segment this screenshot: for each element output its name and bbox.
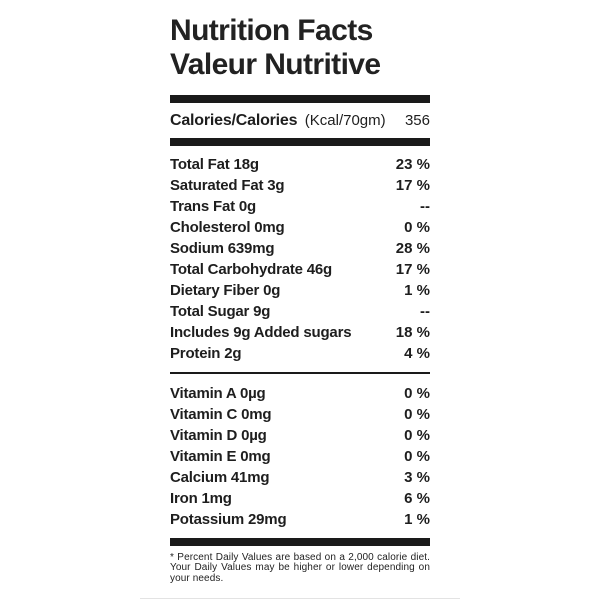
micronutrient-daily-value: 0 % [404, 385, 430, 402]
nutrient-name: Sodium 639mg [170, 240, 275, 257]
divider-thin-middle [170, 372, 430, 374]
nutrient-row: Includes 9g Added sugars 18 % [170, 322, 430, 343]
micronutrient-name: Vitamin D 0µg [170, 427, 267, 444]
nutrient-name: Trans Fat 0g [170, 198, 256, 215]
micronutrient-daily-value: 3 % [404, 469, 430, 486]
calories-value: 356 [404, 112, 430, 129]
micronutrient-name: Vitamin E 0mg [170, 448, 271, 465]
title-line-french: Valeur Nutritive [170, 48, 381, 81]
nutrient-daily-value: 0 % [404, 219, 430, 236]
nutrient-row: Protein 2g 4 % [170, 343, 430, 364]
nutrient-name: Total Carbohydrate 46g [170, 261, 333, 278]
nutrient-row: Total Carbohydrate 46g 17 % [170, 259, 430, 280]
micronutrient-row: Vitamin C 0mg 0 % [170, 404, 430, 425]
calories-unit: (Kcal/70gm) [304, 111, 386, 129]
nutrient-name: Total Sugar 9g [170, 303, 271, 320]
nutrient-daily-value: 28 % [395, 240, 430, 257]
divider-thick-calories [170, 138, 430, 146]
nutrient-row: Sodium 639mg 28 % [170, 238, 430, 259]
micronutrient-name: Potassium 29mg [170, 511, 287, 528]
nutrients-section: Total Fat 18g 23 % Saturated Fat 3g 17 %… [170, 146, 430, 364]
nutrient-name: Saturated Fat 3g [170, 177, 285, 194]
label-content: Nutrition Facts Valeur Nutritive Calorie… [170, 0, 430, 584]
nutrient-name: Dietary Fiber 0g [170, 282, 281, 299]
nutrient-name: Protein 2g [170, 345, 242, 362]
micronutrient-daily-value: 0 % [404, 448, 430, 465]
nutrient-row: Total Fat 18g 23 % [170, 154, 430, 175]
divider-thick-bottom [170, 538, 430, 546]
title-line-english: Nutrition Facts [170, 14, 373, 47]
nutrient-row: Saturated Fat 3g 17 % [170, 175, 430, 196]
nutrient-name: Includes 9g Added sugars [170, 324, 352, 341]
nutrient-daily-value: 18 % [395, 324, 430, 341]
micronutrient-daily-value: 6 % [404, 490, 430, 507]
micronutrient-row: Calcium 41mg 3 % [170, 467, 430, 488]
calories-row: Calories/Calories (Kcal/70gm) 356 [170, 103, 430, 138]
divider-thick-top [170, 95, 430, 103]
nutrient-row: Trans Fat 0g -- [170, 196, 430, 217]
micronutrient-daily-value: 0 % [404, 427, 430, 444]
micronutrient-name: Calcium 41mg [170, 469, 270, 486]
daily-value-footnote: * Percent Daily Values are based on a 2,… [170, 552, 430, 584]
nutrient-daily-value: -- [420, 198, 430, 215]
nutrient-daily-value: 17 % [395, 177, 430, 194]
micronutrient-name: Vitamin C 0mg [170, 406, 272, 423]
nutrient-name: Total Fat 18g [170, 156, 259, 173]
micronutrient-row: Vitamin E 0mg 0 % [170, 446, 430, 467]
nutrient-name: Cholesterol 0mg [170, 219, 285, 236]
nutrient-row: Cholesterol 0mg 0 % [170, 217, 430, 238]
micronutrient-row: Potassium 29mg 1 % [170, 509, 430, 530]
micronutrient-row: Vitamin A 0µg 0 % [170, 383, 430, 404]
micronutrient-row: Iron 1mg 6 % [170, 488, 430, 509]
micronutrient-daily-value: 1 % [404, 511, 430, 528]
micronutrient-name: Iron 1mg [170, 490, 232, 507]
nutrient-daily-value: -- [420, 303, 430, 320]
label-title: Nutrition Facts Valeur Nutritive [170, 14, 430, 82]
calories-label: Calories/Calories [170, 111, 298, 129]
card-bottom-edge [140, 598, 460, 599]
calories-label-group: Calories/Calories (Kcal/70gm) [170, 112, 386, 130]
micronutrient-daily-value: 0 % [404, 406, 430, 423]
micronutrient-row: Vitamin D 0µg 0 % [170, 425, 430, 446]
nutrient-daily-value: 17 % [395, 261, 430, 278]
micronutrients-section: Vitamin A 0µg 0 % Vitamin C 0mg 0 % Vita… [170, 374, 430, 530]
nutrient-row: Dietary Fiber 0g 1 % [170, 280, 430, 301]
nutrient-daily-value: 1 % [404, 282, 430, 299]
micronutrient-name: Vitamin A 0µg [170, 385, 266, 402]
nutrient-daily-value: 4 % [404, 345, 430, 362]
nutrient-daily-value: 23 % [395, 156, 430, 173]
nutrient-row: Total Sugar 9g -- [170, 301, 430, 322]
